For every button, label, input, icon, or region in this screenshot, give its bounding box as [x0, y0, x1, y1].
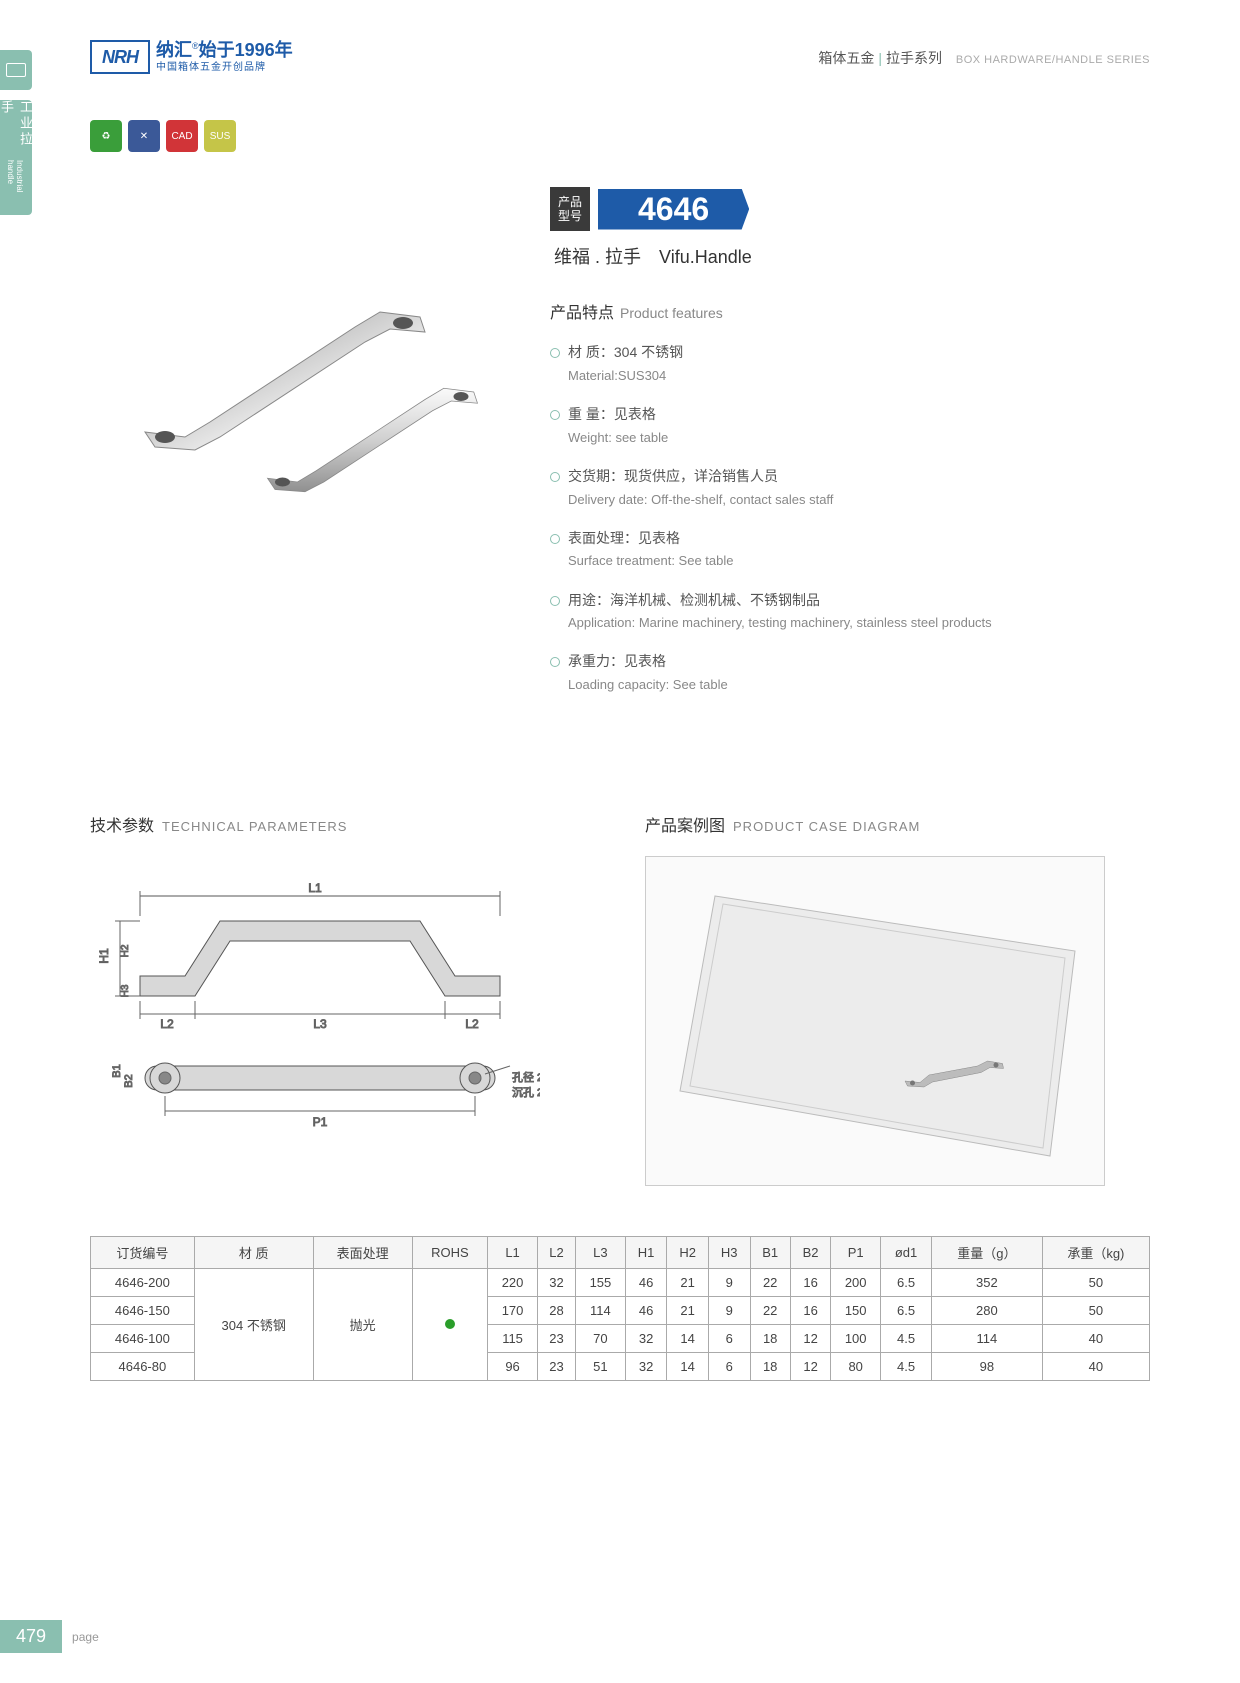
- tech-parameters-section: 技术参数TECHNICAL PARAMETERS L1 H1 H2 H3 L2: [90, 812, 595, 1186]
- case-title: 产品案例图PRODUCT CASE DIAGRAM: [645, 812, 1150, 836]
- svg-text:沉孔 2*ød2: 沉孔 2*ød2: [512, 1086, 540, 1099]
- feature-list: 材 质：304 不锈钢Material:SUS304 重 量：见表格Weight…: [550, 341, 1150, 696]
- tech-title: 技术参数TECHNICAL PARAMETERS: [90, 812, 595, 836]
- side-label-en: Industrial handle: [6, 160, 24, 215]
- feature-item: 交货期：现货供应，详洽销售人员Delivery date: Off-the-sh…: [550, 465, 1150, 511]
- feature-item: 表面处理：见表格Surface treatment: See table: [550, 527, 1150, 573]
- header-category: 箱体五金|拉手系列 BOX HARDWARE/HANDLE SERIES: [818, 40, 1150, 68]
- svg-text:L2: L2: [465, 1017, 479, 1031]
- sus-icon: SUS: [204, 120, 236, 152]
- table-header-row: 订货编号材 质表面处理ROHS L1L2L3H1 H2H3B1B2 P1ød1重…: [91, 1237, 1150, 1269]
- model-number: 4646: [598, 189, 749, 230]
- logo-area: NRH 纳汇®始于1996年 中国箱体五金开创品牌: [90, 40, 293, 74]
- svg-text:P1: P1: [313, 1115, 328, 1129]
- eco-icon: ♻: [90, 120, 122, 152]
- model-label: 产品型号: [550, 187, 590, 231]
- features-title: 产品特点Product features: [550, 299, 1150, 323]
- side-category-label: 工业拉手 Industrial handle: [0, 100, 32, 215]
- svg-text:L3: L3: [313, 1017, 327, 1031]
- technical-diagram: L1 H1 H2 H3 L2 L3 L2 B1 B2: [90, 856, 540, 1146]
- page-number: 479 page: [0, 1620, 99, 1653]
- page-header: NRH 纳汇®始于1996年 中国箱体五金开创品牌 箱体五金|拉手系列 BOX …: [90, 40, 1150, 100]
- product-info: 产品型号 4646 维福 . 拉手Vifu.Handle 产品特点Product…: [550, 167, 1150, 712]
- brand-cn: 纳汇®始于1996年: [156, 40, 293, 62]
- model-row: 产品型号 4646: [550, 187, 1150, 231]
- svg-text:H2: H2: [120, 945, 131, 958]
- brand-text: 纳汇®始于1996年 中国箱体五金开创品牌: [156, 40, 293, 74]
- svg-text:L1: L1: [308, 881, 322, 895]
- product-name: 维福 . 拉手Vifu.Handle: [554, 243, 1150, 269]
- svg-text:孔径 2*ød1: 孔径 2*ød1: [512, 1071, 540, 1084]
- table-row: 4646-200304 不锈钢抛光220321554621922162006.5…: [91, 1269, 1150, 1297]
- feature-icons: ♻ ✕ CAD SUS: [90, 120, 1150, 152]
- tools-icon: ✕: [128, 120, 160, 152]
- nrh-logo: NRH: [90, 40, 150, 74]
- feature-item: 承重力：见表格Loading capacity: See table: [550, 650, 1150, 696]
- side-label-cn: 工业拉手: [0, 100, 35, 160]
- case-diagram: [645, 856, 1105, 1186]
- product-image: [90, 167, 520, 547]
- svg-text:H3: H3: [120, 985, 131, 998]
- case-diagram-section: 产品案例图PRODUCT CASE DIAGRAM: [645, 812, 1150, 1186]
- svg-text:H1: H1: [97, 948, 111, 964]
- brand-sub: 中国箱体五金开创品牌: [156, 62, 293, 74]
- feature-item: 材 质：304 不锈钢Material:SUS304: [550, 341, 1150, 387]
- feature-item: 用途：海洋机械、检测机械、不锈钢制品Application: Marine ma…: [550, 589, 1150, 635]
- svg-text:B2: B2: [123, 1075, 135, 1088]
- cad-icon: CAD: [166, 120, 198, 152]
- side-tab: [0, 50, 32, 90]
- spec-table: 订货编号材 质表面处理ROHS L1L2L3H1 H2H3B1B2 P1ød1重…: [90, 1236, 1150, 1381]
- svg-text:B1: B1: [111, 1065, 123, 1078]
- feature-item: 重 量：见表格Weight: see table: [550, 403, 1150, 449]
- svg-text:L2: L2: [160, 1017, 174, 1031]
